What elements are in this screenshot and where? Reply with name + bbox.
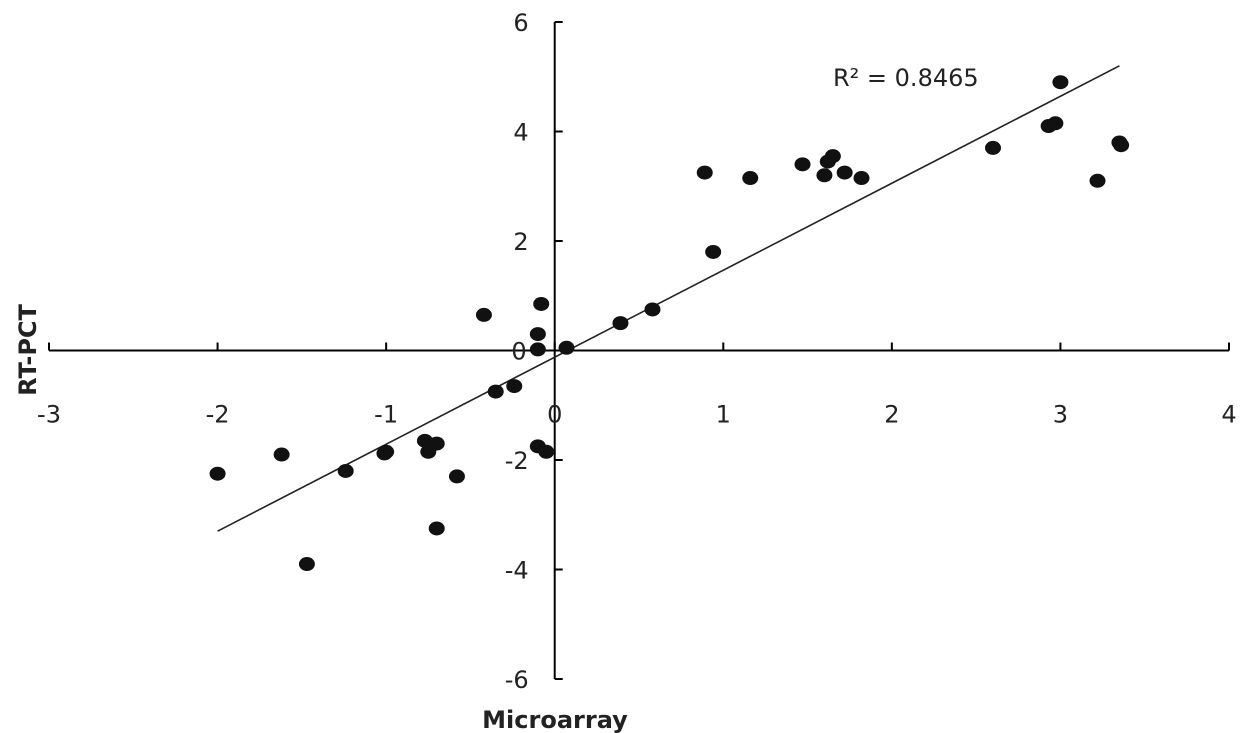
data-point xyxy=(1113,138,1130,153)
data-point xyxy=(612,316,629,331)
trendline xyxy=(217,65,1120,532)
data-point xyxy=(428,521,445,536)
data-point xyxy=(985,140,1001,155)
data-point xyxy=(529,327,546,342)
x-axis-title: Microarray xyxy=(482,706,628,733)
y-tick-label: -2 xyxy=(505,447,529,475)
data-point xyxy=(506,379,523,394)
data-point xyxy=(298,557,315,572)
data-point xyxy=(538,444,555,459)
data-point xyxy=(696,165,713,180)
data-point xyxy=(1089,173,1106,188)
x-tick-label: -2 xyxy=(206,401,230,429)
y-tick-label: -4 xyxy=(505,557,529,585)
x-tick-label: 2 xyxy=(884,401,899,429)
data-point xyxy=(1047,116,1064,131)
data-point xyxy=(644,302,661,317)
x-tick-label: -3 xyxy=(37,401,61,429)
data-point xyxy=(794,157,811,172)
y-tick-label: 0 xyxy=(511,338,526,366)
data-point xyxy=(558,340,575,355)
x-tick-label: 4 xyxy=(1221,401,1236,429)
y-tick-label: 6 xyxy=(513,9,528,37)
data-point xyxy=(273,447,290,462)
x-tick-label: 1 xyxy=(716,401,731,429)
data-point xyxy=(836,165,853,180)
data-point xyxy=(824,149,841,164)
y-tick-label: 4 xyxy=(513,119,528,147)
x-tick-label: 3 xyxy=(1053,401,1068,429)
data-point xyxy=(428,436,445,451)
data-point xyxy=(487,384,504,399)
data-point xyxy=(533,296,550,311)
x-tick-label: 0 xyxy=(547,401,562,429)
y-tick-label: 2 xyxy=(513,228,528,256)
tick-labels: -3 -2 -1 0 1 2 3 4 -6 -4 -2 0 2 4 6 xyxy=(37,9,1237,694)
data-point xyxy=(378,444,395,459)
data-point xyxy=(209,466,226,481)
r-squared-annotation: R² = 0.8465 xyxy=(833,64,979,92)
y-tick-label: -6 xyxy=(505,666,529,694)
data-point xyxy=(475,307,492,322)
data-point xyxy=(705,244,722,259)
data-point xyxy=(1052,75,1069,90)
data-point xyxy=(742,171,759,186)
data-point xyxy=(448,469,465,484)
data-point xyxy=(853,171,870,186)
data-point xyxy=(337,463,354,478)
data-point xyxy=(529,342,546,357)
data-points xyxy=(209,75,1130,572)
y-axis-title: RT-PCT xyxy=(14,303,42,395)
data-point xyxy=(816,168,833,183)
x-tick-label: -1 xyxy=(374,401,398,429)
